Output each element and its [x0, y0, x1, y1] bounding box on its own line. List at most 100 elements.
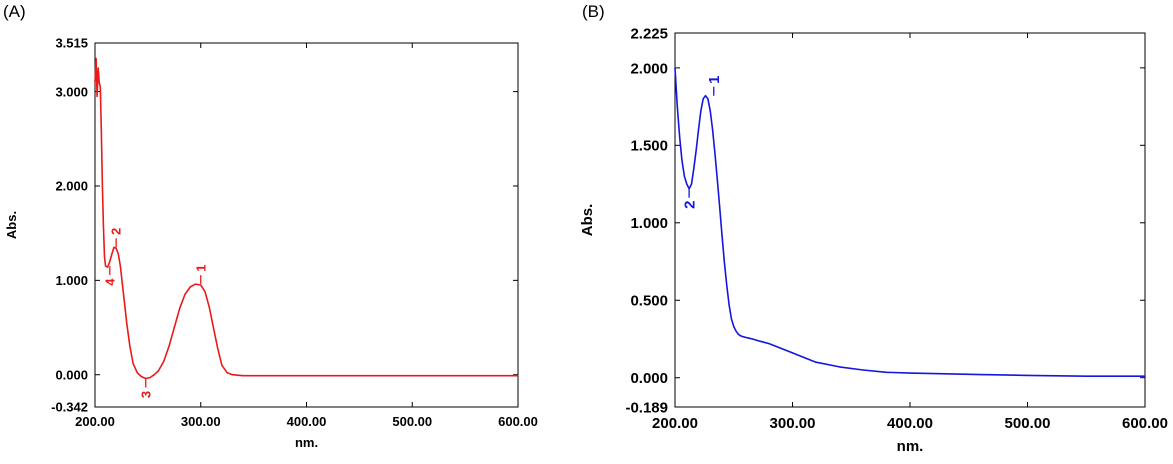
y-tick-label: -0.189: [625, 399, 668, 416]
data-point: [226, 372, 228, 374]
data-point: [103, 256, 106, 258]
data-point: [756, 339, 758, 342]
peak-label: 2: [109, 228, 124, 235]
data-point: [714, 152, 716, 154]
y-tick-label: 0.000: [55, 367, 88, 382]
data-point: [735, 330, 737, 332]
y-axis-title: Abs.: [4, 211, 19, 239]
data-point: [95, 57, 97, 60]
data-point: [686, 183, 688, 185]
data-point: [109, 260, 111, 263]
data-point: [838, 366, 841, 368]
data-point: [1026, 374, 1029, 376]
data-point: [121, 284, 124, 286]
x-tick-label: 500.00: [392, 414, 432, 429]
data-point: [464, 375, 466, 377]
data-point: [716, 178, 718, 181]
data-point: [700, 110, 702, 112]
data-point: [208, 306, 210, 308]
plot-frame: [94, 42, 519, 408]
data-point: [693, 167, 695, 170]
data-point: [944, 373, 946, 375]
data-point: [153, 374, 155, 376]
data-point: [212, 326, 215, 329]
spectrum-line: [674, 67, 1145, 377]
x-tick-label: 300.00: [181, 414, 221, 429]
x-tick-label: 600.00: [498, 414, 538, 429]
data-point: [704, 95, 707, 97]
data-point: [815, 361, 817, 363]
data-point: [100, 128, 102, 130]
data-point: [115, 247, 117, 249]
data-point: [111, 253, 113, 255]
data-point: [740, 335, 742, 337]
data-point: [263, 375, 265, 377]
peak-label: 1: [706, 76, 723, 84]
data-point: [184, 293, 186, 296]
data-point: [730, 318, 732, 320]
data-point: [707, 98, 709, 100]
data-point: [173, 326, 175, 329]
data-point: [102, 227, 105, 230]
data-point: [242, 375, 244, 377]
y-tick-label: 1.000: [630, 215, 668, 232]
data-point: [411, 375, 413, 377]
data-point: [194, 283, 197, 285]
data-point: [723, 260, 725, 263]
data-point: [768, 343, 770, 345]
y-tick-label: 2.000: [630, 60, 668, 77]
data-point: [97, 67, 99, 69]
data-point: [231, 374, 234, 376]
data-point: [204, 291, 206, 293]
data-point: [712, 129, 714, 131]
data-point: [113, 246, 115, 248]
data-point: [697, 129, 700, 131]
x-tick-label: 200.00: [75, 414, 115, 429]
data-point: [676, 105, 678, 108]
data-point: [119, 265, 121, 267]
data-point: [517, 375, 519, 377]
chart-panel-a: (A) 3.515 3.000 2.000 1.000 0.000 -0.342 200.0…: [0, 0, 580, 464]
x-tick-label: 600.00: [1122, 415, 1168, 432]
x-tick-label: 200.00: [652, 415, 698, 432]
data-point: [885, 371, 888, 373]
data-point: [1085, 375, 1087, 377]
data-point: [728, 304, 730, 306]
data-point: [96, 95, 98, 97]
y-tick-label: -0.342: [51, 400, 88, 415]
panel-label-a: (A): [3, 2, 26, 21]
data-point: [751, 338, 754, 340]
data-point: [695, 149, 697, 151]
data-point: [862, 369, 864, 371]
data-point: [117, 253, 119, 255]
y-axis-title: Abs.: [579, 204, 596, 237]
data-point: [909, 372, 911, 374]
x-tick-label: 400.00: [887, 415, 933, 432]
data-point: [94, 81, 96, 83]
data-point: [803, 356, 805, 359]
data-point: [674, 67, 676, 69]
data-point: [744, 336, 747, 339]
data-point: [221, 364, 223, 366]
data-point: [358, 375, 360, 377]
data-point: [200, 284, 202, 286]
data-point: [129, 345, 131, 348]
data-point: [107, 266, 109, 268]
data-point: [179, 308, 181, 310]
data-point: [124, 303, 126, 305]
y-tick-label: 0.500: [630, 293, 668, 310]
data-point: [163, 360, 165, 363]
data-point: [681, 160, 683, 162]
data-point: [98, 81, 100, 83]
peak-label: 2: [681, 201, 698, 209]
data-point: [132, 362, 134, 364]
data-point: [126, 322, 128, 324]
data-point: [157, 370, 160, 372]
data-point: [702, 98, 704, 100]
data-point: [780, 347, 782, 349]
peak-label: 3: [138, 391, 153, 398]
y-tick-label: 1.000: [55, 273, 88, 288]
data-point: [140, 376, 143, 378]
x-axis-title: nm.: [295, 435, 318, 450]
